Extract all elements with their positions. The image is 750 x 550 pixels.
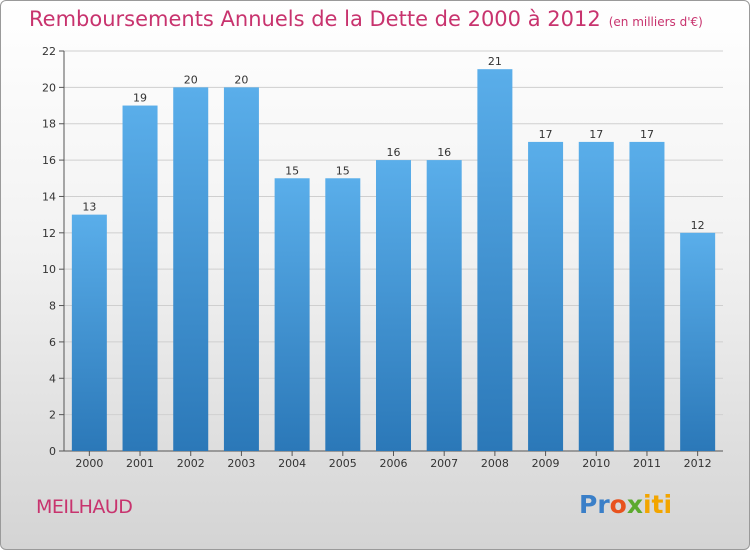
bar-2005 [325,178,361,452]
x-tick-label-2001: 2001 [126,457,154,470]
bar-2007 [426,160,462,451]
bar-2009 [528,141,564,451]
chart-title: Remboursements Annuels de la Dette de 20… [29,7,703,31]
bars [71,69,716,452]
logo-part-3: x [626,490,643,519]
y-tick-label: 0 [49,445,56,458]
x-tick-label-2009: 2009 [532,457,560,470]
data-label-2010: 17 [589,128,603,141]
x-tick-label-2012: 2012 [684,457,712,470]
data-label-2008: 21 [488,55,502,68]
logo-part-1: Pr [579,490,610,519]
y-tick-label: 12 [42,227,56,240]
y-tick-label: 8 [49,300,56,313]
x-tick-label-2011: 2011 [633,457,661,470]
bar-2006 [376,160,411,451]
y-tick-label: 22 [42,45,56,58]
y-tick-label: 10 [42,263,56,276]
bar-2002 [173,87,209,451]
x-tick-label-2010: 2010 [582,457,610,470]
data-label-2009: 17 [539,128,553,141]
data-label-2012: 12 [691,219,705,232]
logo-part-4: iti [642,490,673,519]
bar-2010 [578,141,614,451]
data-label-2011: 17 [640,128,654,141]
data-label-2005: 15 [336,164,350,177]
y-tick-label: 4 [49,372,56,385]
data-label-2007: 16 [437,146,451,159]
bar-2001 [122,105,158,451]
y-tick-label: 6 [49,336,56,349]
town-name: MEILHAUD [36,496,133,518]
x-tick-label-2007: 2007 [430,457,458,470]
y-tick-label: 18 [42,118,56,131]
chart-subtitle: (en milliers d'€) [608,15,703,29]
bar-2004 [274,178,310,452]
y-tick-label: 20 [42,81,56,94]
data-label-2006: 16 [387,146,401,159]
y-tick-label: 14 [42,190,56,203]
x-tick-label-2006: 2006 [380,457,408,470]
x-tick-label-2005: 2005 [329,457,357,470]
x-tick-label-2000: 2000 [75,457,103,470]
labels: 0 2 4 6 8 10 12 14 16 18 20 22 13 2000 19 2001 20 2002 20 2… [42,45,712,470]
x-tick-label-2002: 2002 [177,457,205,470]
x-tick-label-2003: 2003 [227,457,255,470]
proxiti-logo[interactable]: Proxiti [579,490,672,519]
title-text: Remboursements Annuels de la Dette de 20… [29,7,601,31]
bar-2003 [223,87,259,451]
bar-2011 [629,141,665,451]
x-tick-label-2004: 2004 [278,457,306,470]
bar-2000 [71,214,107,451]
data-label-2002: 20 [184,73,198,86]
data-label-2004: 15 [285,164,299,177]
x-tick-label-2008: 2008 [481,457,509,470]
data-label-2001: 19 [133,92,147,105]
bar-2012 [680,232,716,451]
y-tick-label: 16 [42,154,56,167]
data-label-2003: 20 [234,73,248,86]
bar-2008 [477,69,513,451]
data-label-2000: 13 [82,201,96,214]
y-tick-label: 2 [49,409,56,422]
logo-part-2: o [609,490,627,519]
